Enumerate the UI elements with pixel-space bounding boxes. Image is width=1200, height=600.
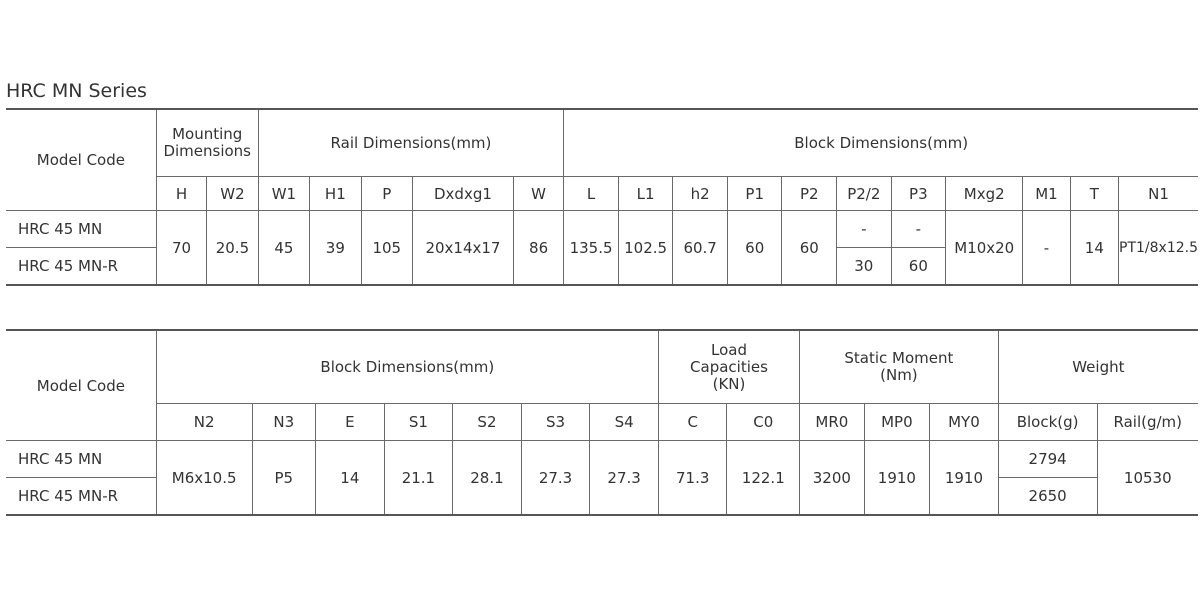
model-code-header: Model Code (6, 329, 157, 441)
table-cell: - (890, 210, 947, 248)
table-cell: 60 (781, 210, 838, 286)
col-header: S1 (383, 403, 454, 441)
col-header: Block(g) (997, 403, 1098, 441)
table-cell: 28.1 (452, 440, 522, 516)
table-cell: 2650 (997, 477, 1098, 516)
table-cell: 27.3 (520, 440, 591, 516)
rail-dimensions-header: Rail Dimensions(mm) (257, 108, 565, 177)
col-header: P2/2 (836, 176, 892, 211)
table-cell: 39 (309, 210, 362, 286)
model-code-cell: HRC 45 MN-R (6, 477, 157, 516)
col-header: MR0 (799, 403, 865, 441)
load-capacities-header: Load Capacities (KN) (657, 329, 801, 404)
table-cell: 71.3 (657, 440, 728, 516)
col-header: W (512, 176, 565, 211)
load-capacity-table: Model Code Block Dimensions(mm) Load Cap… (6, 329, 1198, 516)
col-header: L1 (617, 176, 674, 211)
table-cell: 122.1 (726, 440, 801, 516)
table-cell: M10x20 (945, 210, 1024, 286)
col-header: W1 (257, 176, 311, 211)
block-dimensions-header: Block Dimensions(mm) (563, 108, 1198, 177)
mounting-dimensions-header: Mounting Dimensions (155, 108, 259, 177)
table-cell: 20.5 (206, 210, 259, 286)
col-header: E (315, 403, 385, 441)
table-cell: M6x10.5 (155, 440, 253, 516)
table-cell: 10530 (1096, 440, 1198, 516)
table-cell: 60 (890, 247, 947, 286)
table-cell: 14 (1069, 210, 1120, 286)
weight-header: Weight (997, 329, 1198, 404)
table-cell: 14 (315, 440, 385, 516)
block-dimensions-header: Block Dimensions(mm) (155, 329, 659, 404)
col-header: Rail(g/m) (1096, 403, 1198, 441)
table-cell: 27.3 (589, 440, 659, 516)
col-header: N3 (251, 403, 317, 441)
col-header: P3 (890, 176, 947, 211)
table-cell: PT1/8x12.5 (1118, 210, 1198, 286)
col-header: L (563, 176, 619, 211)
table-cell: 105 (360, 210, 414, 286)
col-header: S2 (452, 403, 522, 441)
col-header: M1 (1022, 176, 1071, 211)
col-header: T (1069, 176, 1120, 211)
col-header: Mxg2 (945, 176, 1024, 211)
table-cell: 70 (155, 210, 208, 286)
table-cell: 1910 (863, 440, 931, 516)
table-cell: 60 (726, 210, 783, 286)
model-code-cell: HRC 45 MN (6, 440, 157, 478)
col-header: S3 (520, 403, 591, 441)
table-cell: 2794 (997, 440, 1098, 478)
table-cell: 135.5 (563, 210, 619, 286)
col-header: H1 (309, 176, 362, 211)
col-header: h2 (672, 176, 728, 211)
col-header: P1 (726, 176, 783, 211)
col-header: S4 (589, 403, 659, 441)
table-cell: P5 (251, 440, 317, 516)
table-cell: 20x14x17 (412, 210, 514, 286)
model-code-header: Model Code (6, 108, 157, 211)
col-header: P2 (781, 176, 838, 211)
table-cell: 86 (512, 210, 565, 286)
col-header: N1 (1118, 176, 1198, 211)
static-moment-header: Static Moment (Nm) (799, 329, 999, 404)
col-header: MY0 (929, 403, 999, 441)
col-header: H (155, 176, 208, 211)
table-cell: 3200 (799, 440, 865, 516)
col-header: C0 (726, 403, 801, 441)
col-header: C (657, 403, 728, 441)
model-code-cell: HRC 45 MN (6, 210, 157, 248)
col-header: W2 (206, 176, 259, 211)
model-code-cell: HRC 45 MN-R (6, 247, 157, 286)
table-cell: - (836, 210, 892, 248)
col-header: MP0 (863, 403, 931, 441)
dimensions-table: Model Code Mounting Dimensions Rail Dime… (6, 108, 1198, 286)
table-cell: 30 (836, 247, 892, 286)
table-cell: 1910 (929, 440, 999, 516)
table-cell: 21.1 (383, 440, 454, 516)
table-cell: - (1022, 210, 1071, 286)
col-header: P (360, 176, 414, 211)
series-title: HRC MN Series (6, 80, 147, 102)
table-cell: 45 (257, 210, 311, 286)
col-header: Dxdxg1 (412, 176, 514, 211)
col-header: N2 (155, 403, 253, 441)
table-cell: 102.5 (617, 210, 674, 286)
table-cell: 60.7 (672, 210, 728, 286)
